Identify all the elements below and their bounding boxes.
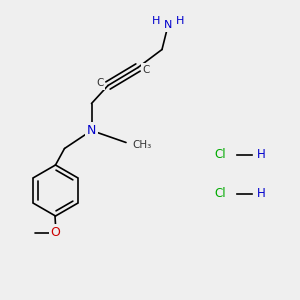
Text: H: H — [152, 16, 160, 26]
Text: N: N — [87, 124, 96, 137]
Text: H: H — [256, 148, 266, 161]
Text: Cl: Cl — [215, 148, 226, 161]
Text: O: O — [51, 226, 60, 239]
Text: H: H — [176, 16, 184, 26]
Text: CH₃: CH₃ — [132, 140, 151, 151]
Text: Cl: Cl — [215, 187, 226, 200]
Text: C: C — [96, 78, 103, 88]
Text: N: N — [164, 20, 172, 31]
Text: H: H — [256, 187, 266, 200]
Text: C: C — [142, 65, 150, 75]
